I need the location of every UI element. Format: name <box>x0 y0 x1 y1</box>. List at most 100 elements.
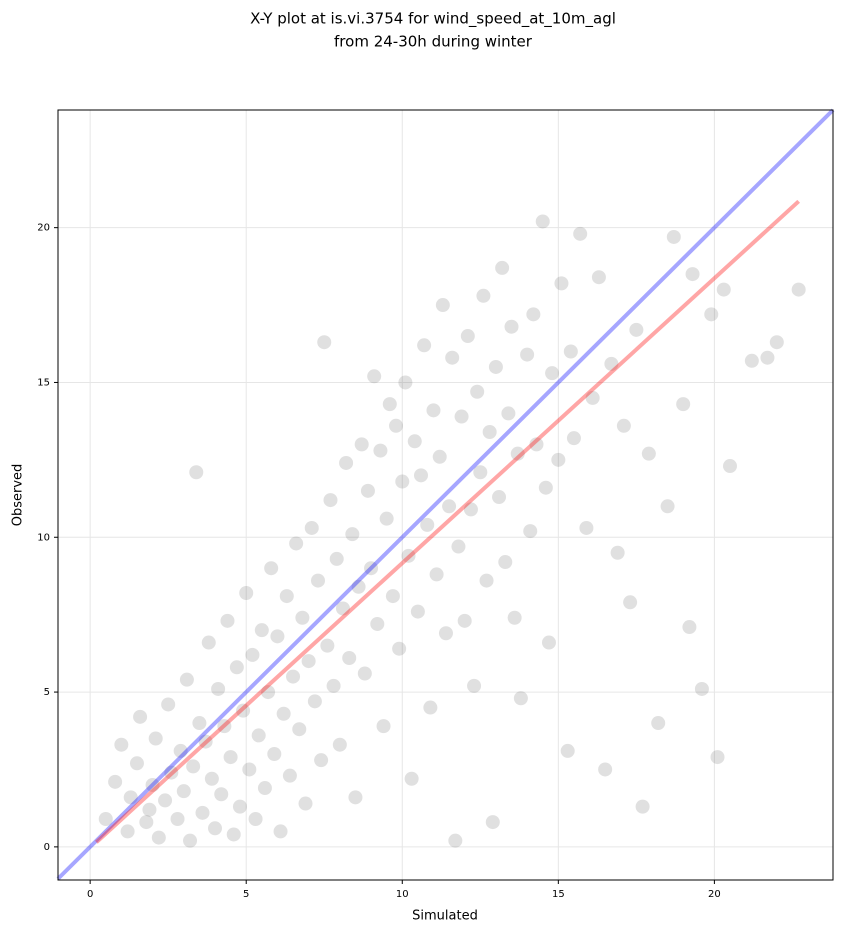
y-tick-label: 20 <box>37 223 50 234</box>
point <box>245 647 260 662</box>
point <box>744 353 759 368</box>
point <box>195 805 210 820</box>
point <box>376 719 391 734</box>
point <box>295 610 310 625</box>
point <box>666 229 681 244</box>
point <box>342 651 357 666</box>
point <box>566 431 581 446</box>
point <box>179 672 194 687</box>
point <box>289 536 304 551</box>
point <box>676 397 691 412</box>
point <box>585 390 600 405</box>
point <box>351 579 366 594</box>
chart-subtitle: from 24-30h during winter <box>334 33 533 51</box>
point <box>164 765 179 780</box>
point <box>292 722 307 737</box>
point <box>513 691 528 706</box>
point <box>326 678 341 693</box>
point <box>335 601 350 616</box>
y-tick-label: 10 <box>37 532 50 543</box>
point <box>276 706 291 721</box>
point <box>704 307 719 322</box>
point <box>254 623 269 638</box>
point <box>273 824 288 839</box>
point <box>769 335 784 350</box>
point <box>460 329 475 344</box>
point <box>485 815 500 830</box>
point <box>610 545 625 560</box>
axes-frame <box>57 109 834 881</box>
point <box>523 524 538 539</box>
point <box>108 774 123 789</box>
point <box>710 750 725 765</box>
point <box>498 555 513 570</box>
reference-line <box>95 199 801 844</box>
point <box>379 511 394 526</box>
point <box>448 833 463 848</box>
point <box>329 551 344 566</box>
point <box>304 520 319 535</box>
point <box>722 459 737 474</box>
point <box>348 790 363 805</box>
point <box>301 654 316 669</box>
point <box>282 768 297 783</box>
point <box>591 270 606 285</box>
point <box>420 517 435 532</box>
point <box>476 288 491 303</box>
point <box>616 418 631 433</box>
point <box>345 527 360 542</box>
point <box>129 756 144 771</box>
point <box>791 282 806 297</box>
point <box>360 483 375 498</box>
point <box>198 734 213 749</box>
point <box>495 260 510 275</box>
point <box>682 620 697 635</box>
point <box>395 474 410 489</box>
point <box>404 771 419 786</box>
point <box>158 793 173 808</box>
point <box>354 437 369 452</box>
point <box>183 833 198 848</box>
x-tick-label: 15 <box>552 889 565 900</box>
point <box>192 716 207 731</box>
plot-area <box>56 108 835 881</box>
point <box>479 573 494 588</box>
point <box>423 700 438 715</box>
point <box>373 443 388 458</box>
reference-line <box>56 108 835 881</box>
point <box>270 629 285 644</box>
point <box>133 709 148 724</box>
point <box>389 418 404 433</box>
point <box>563 344 578 359</box>
point <box>217 719 232 734</box>
point <box>535 214 550 229</box>
point <box>204 771 219 786</box>
point <box>470 384 485 399</box>
point <box>635 799 650 814</box>
point <box>114 737 129 752</box>
point <box>120 824 135 839</box>
point <box>541 635 556 650</box>
point <box>139 815 154 830</box>
point <box>189 465 204 480</box>
point <box>392 641 407 656</box>
point <box>454 409 469 424</box>
point <box>211 681 226 696</box>
point <box>298 796 313 811</box>
point <box>357 666 372 681</box>
point <box>176 784 191 799</box>
point <box>457 613 472 628</box>
point <box>123 790 138 805</box>
point <box>267 746 282 761</box>
point <box>641 446 656 461</box>
x-tick-label: 20 <box>708 889 721 900</box>
point <box>398 375 413 390</box>
point <box>401 548 416 563</box>
point <box>220 613 235 628</box>
point <box>445 350 460 365</box>
point <box>417 338 432 353</box>
point <box>370 616 385 631</box>
point <box>151 830 166 845</box>
point <box>694 681 709 696</box>
